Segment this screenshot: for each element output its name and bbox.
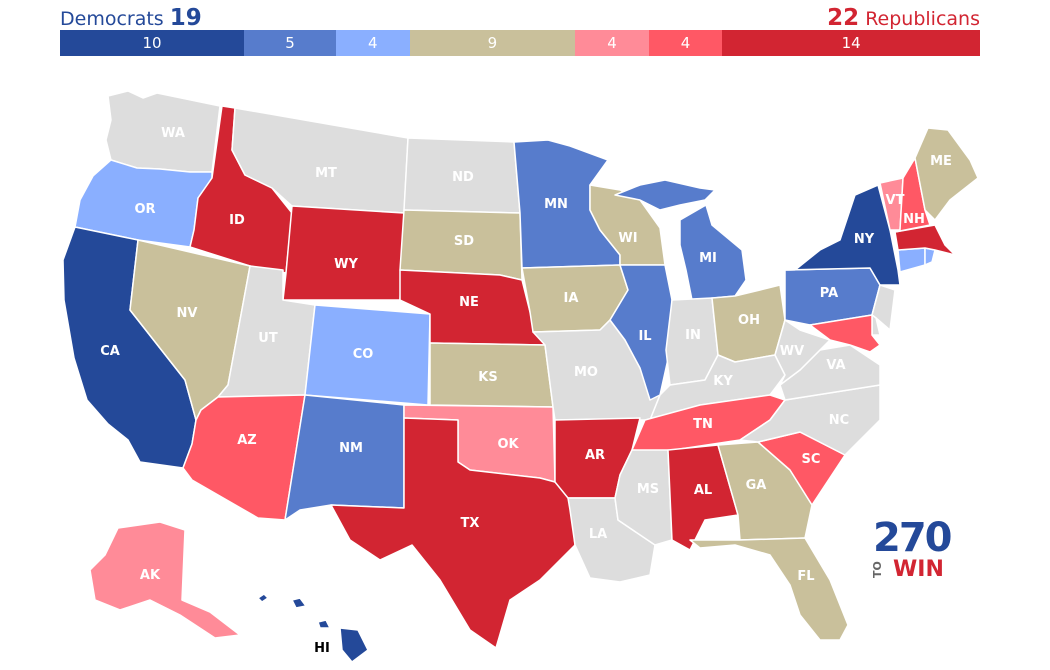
bar-segment-likely-d[interactable]: 5: [244, 30, 336, 56]
state-label-ia: IA: [564, 291, 579, 306]
state-label-ms: MS: [637, 482, 659, 497]
state-label-pa: PA: [820, 286, 838, 301]
state-label-nm: NM: [339, 441, 363, 456]
state-label-oh: OH: [738, 313, 760, 328]
state-label-ut: UT: [258, 331, 278, 346]
state-label-wa: WA: [161, 126, 185, 141]
republicans-total: 22: [827, 5, 860, 31]
state-label-il: IL: [638, 329, 651, 344]
republicans-total-header: 22 Republicans: [827, 4, 980, 33]
state-nj[interactable]: [871, 284, 896, 331]
state-label-ny: NY: [854, 232, 875, 247]
state-label-ne: NE: [459, 295, 479, 310]
state-label-ks: KS: [478, 370, 497, 385]
270towin-logo[interactable]: 270 TO WIN: [871, 515, 953, 582]
state-label-sd: SD: [454, 234, 474, 249]
democrats-label: Democrats: [60, 8, 164, 30]
state-label-sc: SC: [802, 452, 821, 467]
state-ct[interactable]: [897, 247, 926, 273]
state-label-nc: NC: [829, 413, 849, 428]
bar-segment-safe-d[interactable]: 10: [60, 30, 244, 56]
state-az[interactable]: [182, 394, 306, 521]
state-label-hi: HI: [314, 641, 330, 656]
state-ma[interactable]: [894, 224, 956, 256]
logo-to: TO: [871, 561, 884, 578]
state-label-me: ME: [930, 154, 952, 169]
state-label-ca: CA: [100, 344, 120, 359]
rating-bar: 10 5 4 9 4 4 14: [60, 30, 980, 56]
state-label-ak: AK: [140, 568, 161, 583]
state-me[interactable]: [914, 127, 979, 221]
state-label-ky: KY: [713, 374, 733, 389]
state-label-ok: OK: [497, 437, 519, 452]
state-fl[interactable]: [689, 537, 849, 641]
bar-segment-lean-d[interactable]: 4: [336, 30, 410, 56]
state-label-or: OR: [134, 202, 155, 217]
state-label-fl: FL: [797, 569, 814, 584]
state-label-al: AL: [694, 483, 712, 498]
state-label-mn: MN: [544, 197, 568, 212]
bar-segment-safe-r[interactable]: 14: [722, 30, 980, 56]
state-il[interactable]: [609, 264, 673, 401]
state-label-wi: WI: [618, 231, 637, 246]
democrats-total: 19: [169, 5, 202, 31]
bar-segment-likely-r[interactable]: 4: [648, 30, 723, 56]
state-label-tx: TX: [461, 516, 480, 531]
state-label-mi: MI: [699, 251, 717, 266]
republicans-label: Republicans: [865, 8, 980, 30]
state-label-nd: ND: [452, 170, 474, 185]
state-label-va: VA: [826, 358, 845, 373]
state-wv[interactable]: [774, 319, 831, 386]
state-ak[interactable]: [89, 521, 241, 639]
state-label-in: IN: [685, 328, 701, 343]
state-label-ar: AR: [585, 448, 605, 463]
state-nm[interactable]: [284, 394, 405, 521]
state-ny[interactable]: [784, 184, 901, 286]
state-label-wy: WY: [334, 257, 358, 272]
state-label-mt: MT: [315, 166, 337, 181]
state-hi[interactable]: [257, 593, 369, 663]
state-tx[interactable]: [330, 417, 576, 649]
bar-segment-tossup[interactable]: 9: [409, 30, 576, 56]
logo-number: 270: [873, 515, 953, 561]
logo-win: WIN: [893, 557, 944, 582]
state-wy[interactable]: [282, 205, 405, 301]
bar-segment-lean-r[interactable]: 4: [575, 30, 649, 56]
state-label-az: AZ: [237, 433, 257, 448]
state-label-id: ID: [229, 213, 245, 228]
state-ri[interactable]: [924, 247, 936, 266]
state-mi[interactable]: [614, 179, 747, 301]
state-label-vt: VT: [886, 193, 905, 208]
democrats-total-header: Democrats 19: [60, 4, 202, 33]
state-label-ga: GA: [746, 478, 767, 493]
state-md[interactable]: [809, 314, 881, 353]
state-label-nv: NV: [177, 306, 198, 321]
state-label-tn: TN: [693, 417, 713, 432]
state-label-la: LA: [589, 527, 607, 542]
state-label-wv: WV: [780, 344, 804, 359]
state-label-co: CO: [353, 347, 374, 362]
state-label-nh: NH: [903, 212, 925, 227]
state-label-mo: MO: [574, 365, 598, 380]
